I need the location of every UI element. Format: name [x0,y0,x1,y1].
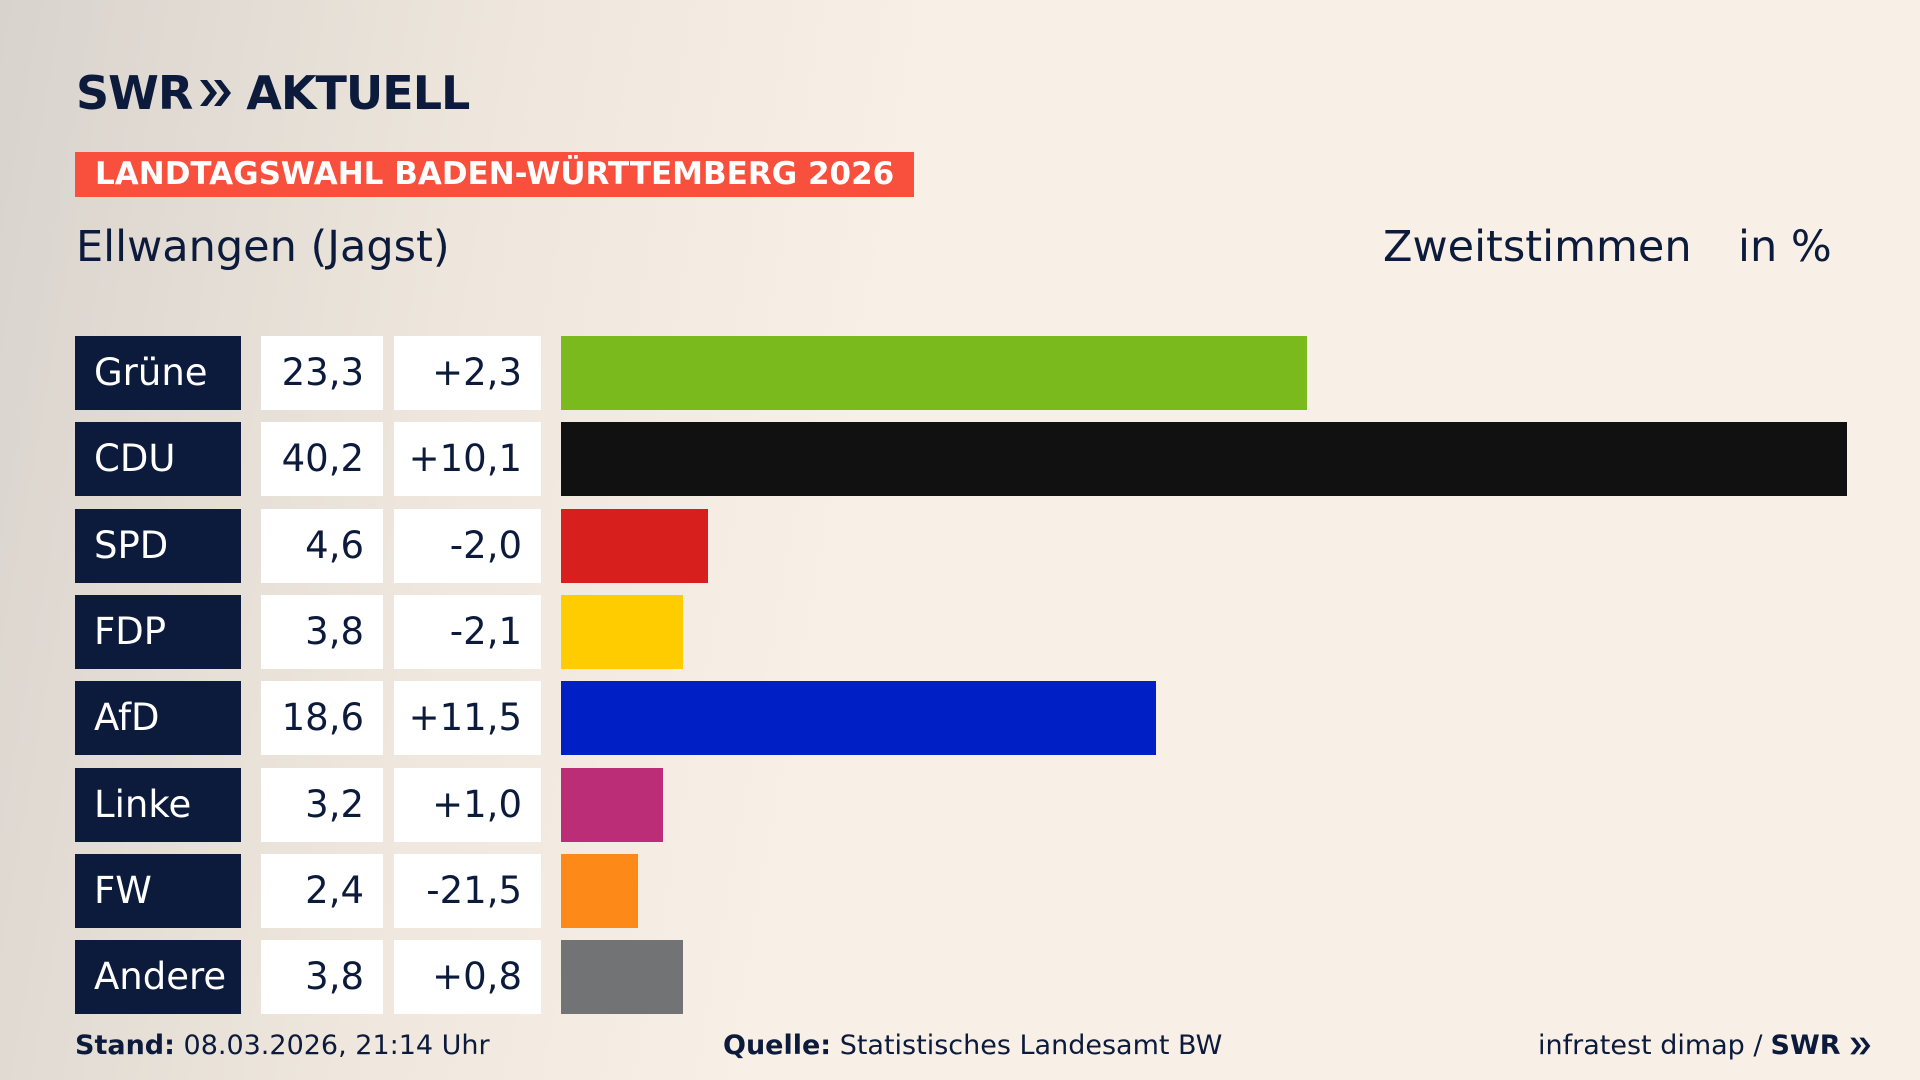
footer-stand: Stand: 08.03.2026, 21:14 Uhr [75,1030,490,1061]
bar [561,767,664,842]
change-label: +2,3 [394,336,541,410]
change-label: -21,5 [394,853,541,928]
value-label: 4,6 [261,508,383,583]
logo-arrows [200,80,232,106]
value-label: 23,3 [261,336,383,410]
bar [561,594,683,669]
party-name: AfD [75,681,241,756]
party-name: Linke [75,767,241,842]
stand-label: Stand: [75,1030,175,1061]
subtitle: Ellwangen (Jagst) [76,222,450,272]
value-label: 40,2 [261,422,383,497]
change-label: +0,8 [394,940,541,1015]
party-name: FW [75,853,241,928]
measure: Zweitstimmen [1383,222,1692,272]
source-label: Quelle: [723,1030,832,1061]
value-label: 3,8 [261,594,383,669]
value-label: 3,8 [261,940,383,1015]
party-name: FDP [75,594,241,669]
title: LANDTAGSWAHL BADEN-WÜRTTEMBERG 2026 [75,152,915,197]
value-label: 3,2 [261,767,383,842]
value-label: 2,4 [261,853,383,928]
bar [561,422,1848,497]
logo: SWR AKTUELL [76,66,470,120]
change-label: +1,0 [394,767,541,842]
change-label: +11,5 [394,681,541,756]
bar [561,853,638,928]
party-name: SPD [75,508,241,583]
credit: infratest dimap / [1538,1030,1763,1061]
party-name: CDU [75,422,241,497]
party-name: Grüne [75,336,241,410]
credit-logo: SWR [1770,1030,1841,1061]
party-name: Andere [75,940,241,1015]
credit-arrows [1849,1037,1870,1054]
logo-text: SWR [76,66,193,120]
bar [561,681,1157,756]
unit: in % [1738,222,1832,272]
footer-credit: infratest dimap / SWR [1538,1030,1871,1061]
bar [561,508,709,583]
bar [561,336,1307,410]
stand: 08.03.2026, 21:14 Uhr [183,1030,490,1061]
change-label: -2,1 [394,594,541,669]
source: Statistisches Landesamt BW [839,1030,1223,1061]
value-label: 18,6 [261,681,383,756]
bar [561,940,683,1015]
logo-suffix: AKTUELL [246,66,470,120]
footer-source: Quelle: Statistisches Landesamt BW [723,1030,1222,1061]
change-label: -2,0 [394,508,541,583]
change-label: +10,1 [394,422,541,497]
